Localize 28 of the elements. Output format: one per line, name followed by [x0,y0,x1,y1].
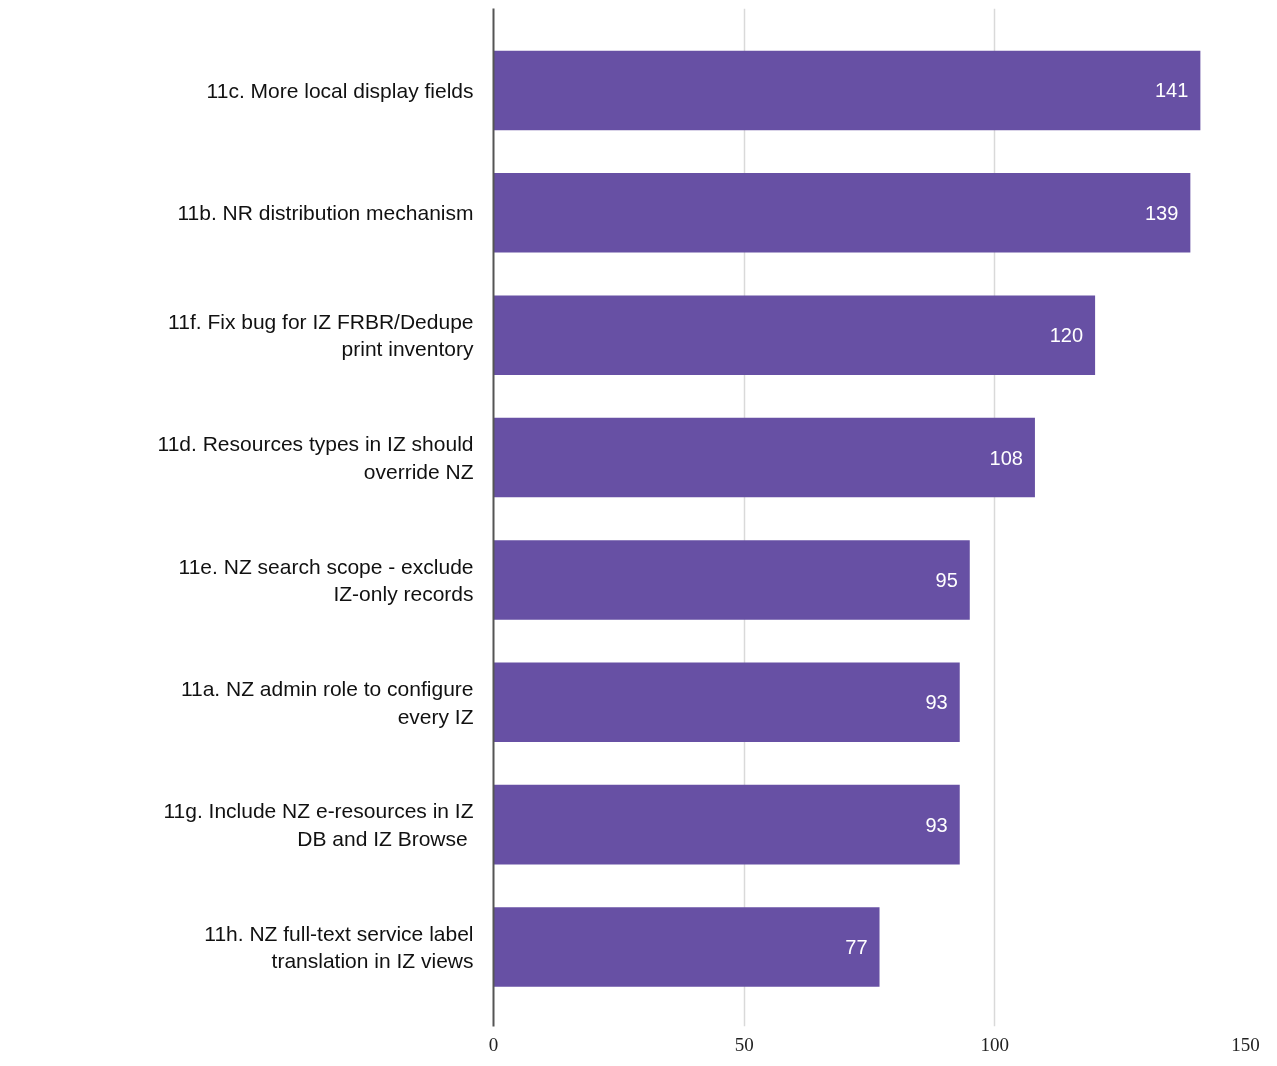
data-label: 141 [1155,79,1189,102]
bar [493,907,880,987]
y-tick-label: 11e. NZ search scope - exclude IZ-only records [178,554,474,606]
data-label: 93 [925,813,948,836]
x-tick-label: 150 [1231,1033,1260,1055]
y-tick-label: 11b. NR distribution mechanism [177,201,474,225]
bar [493,295,1096,375]
y-tick-label: 11a. NZ admin role to configure every IZ [180,676,474,728]
bar [493,540,970,620]
bar [493,784,960,865]
bar [493,173,1191,253]
y-tick-label: 11c. More local display fields [206,78,474,102]
data-label: 108 [989,446,1023,469]
y-tick-label: 11g. Include NZ e-resources in IZ DB and IZ Browse [163,799,474,850]
data-label: 139 [1144,201,1179,224]
x-tick-label: 50 [734,1033,754,1055]
y-tick-label: 11h. NZ full-text service label translation in IZ views [204,921,474,973]
y-tick-label: 11d. Resources types in IZ should override NZ [157,432,474,483]
y-tick-label: 11f. Fix bug for IZ FRBR/Dedupe print inventory [168,309,474,361]
data-label: 93 [925,691,948,714]
data-label: 120 [1049,324,1084,347]
bar [493,662,960,743]
x-tick-label: 0 [488,1033,499,1055]
data-label: 95 [935,568,958,591]
bar [493,50,1201,131]
bar [493,417,1035,498]
x-tick-label: 100 [980,1033,1010,1055]
data-label: 77 [845,935,868,958]
